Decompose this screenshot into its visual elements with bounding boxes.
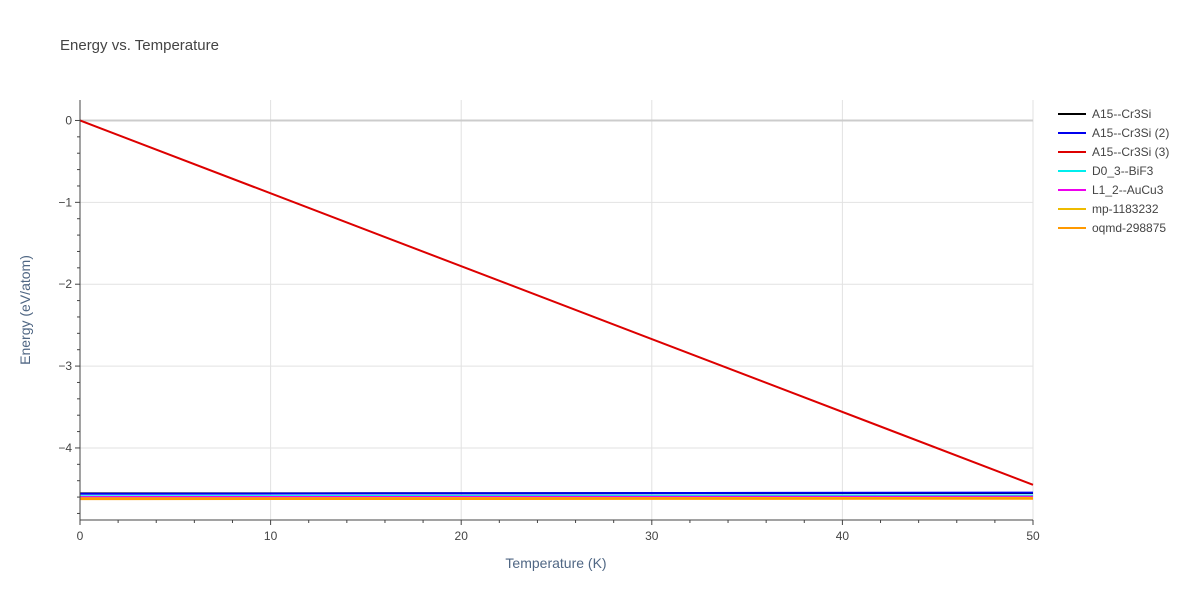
series-line (79, 119, 1034, 486)
y-tick-label: −4 (58, 441, 72, 455)
x-tick-label: 30 (645, 529, 659, 543)
legend-label: A15--Cr3Si (2) (1092, 126, 1169, 140)
grid (80, 100, 1034, 520)
chart-title: Energy vs. Temperature (60, 37, 219, 54)
legend-label: L1_2--AuCu3 (1092, 183, 1164, 197)
y-axis-label: Energy (eV/atom) (17, 255, 33, 365)
x-axis-label: Temperature (K) (505, 555, 606, 571)
y-axis-ticks: 0 −1 −2 −3 −4 (58, 113, 72, 454)
series-line (79, 491, 1034, 495)
y-tick-label: −3 (58, 359, 72, 373)
x-tick-label: 20 (455, 529, 469, 543)
y-tick-label: 0 (65, 113, 72, 127)
legend-label: A15--Cr3Si (1092, 107, 1151, 121)
x-tick-label: 10 (264, 529, 278, 543)
legend: A15--Cr3Si A15--Cr3Si (2) A15--Cr3Si (3) D0… (1058, 107, 1169, 235)
x-tick-label: 50 (1026, 529, 1040, 543)
y-tick-label: −1 (58, 195, 72, 209)
legend-label: oqmd-298875 (1092, 221, 1166, 235)
x-tick-label: 0 (77, 529, 84, 543)
series-lines (79, 119, 1034, 501)
legend-label: D0_3--BiF3 (1092, 164, 1154, 178)
y-tick-label: −2 (58, 277, 72, 291)
x-tick-label: 40 (836, 529, 850, 543)
axes (75, 100, 1034, 525)
x-axis-ticks: 0 10 20 30 40 50 (77, 529, 1040, 543)
legend-label: mp-1183232 (1092, 202, 1159, 216)
legend-label: A15--Cr3Si (3) (1092, 145, 1169, 159)
